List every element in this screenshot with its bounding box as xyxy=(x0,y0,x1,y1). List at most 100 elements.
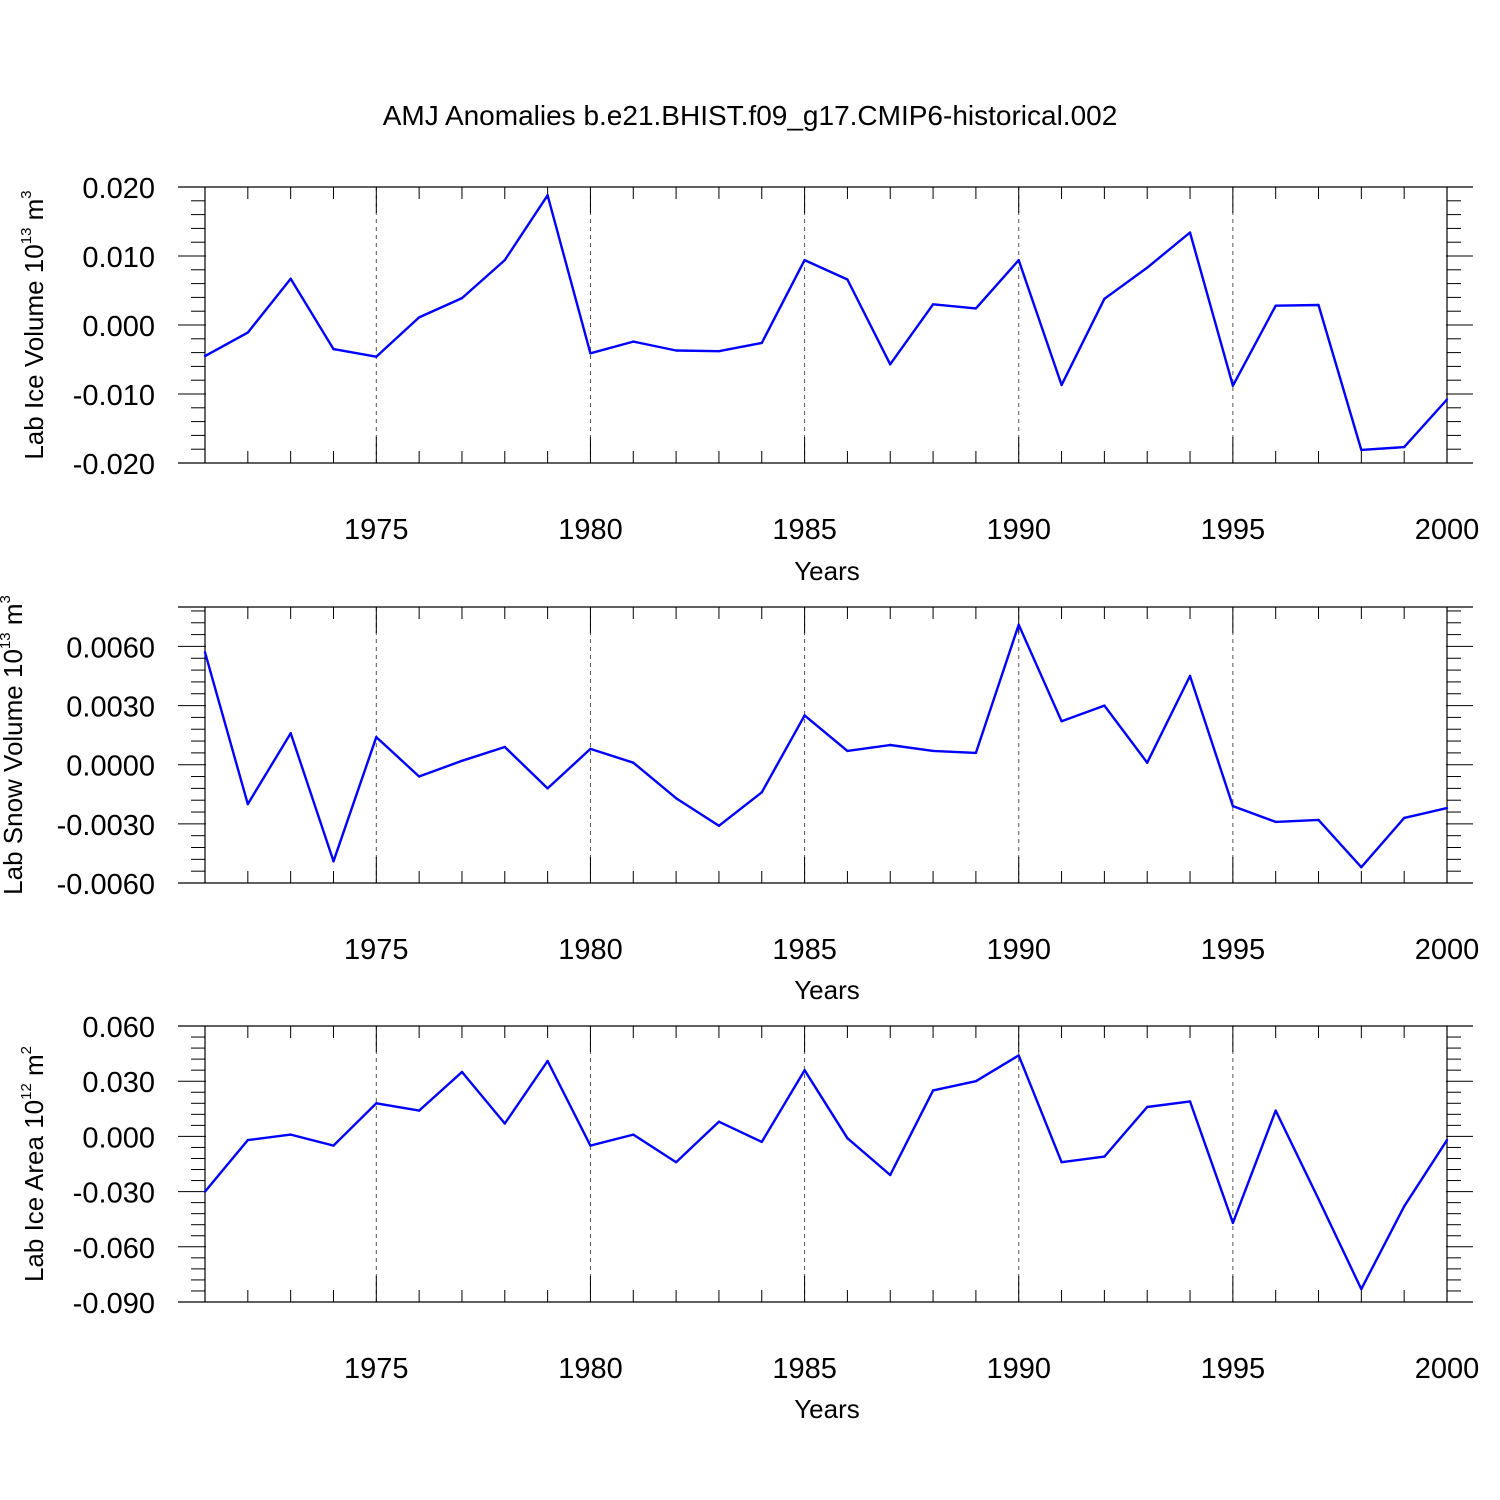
x-tick-label: 2000 xyxy=(1415,934,1480,966)
x-tick-label: 1980 xyxy=(558,514,623,546)
y-tick-label: 0.000 xyxy=(82,311,155,343)
data-point xyxy=(632,340,635,343)
data-point xyxy=(803,714,806,717)
data-point xyxy=(1146,1105,1149,1109)
data-point xyxy=(417,1109,421,1112)
data-point xyxy=(289,1133,292,1136)
data-point xyxy=(803,258,806,262)
data-point xyxy=(1188,674,1192,678)
data-point xyxy=(1188,231,1192,234)
y-tick-label: 0.0030 xyxy=(66,692,155,724)
x-tick-label: 1980 xyxy=(558,934,623,966)
data-point xyxy=(846,749,849,753)
data-point xyxy=(375,735,378,739)
x-tick-label: 1980 xyxy=(558,1353,623,1385)
data-point xyxy=(1360,1287,1363,1291)
x-tick-label: 1985 xyxy=(772,934,837,966)
data-point xyxy=(332,347,335,351)
series-line xyxy=(204,194,1448,452)
y-tick-label: 0.030 xyxy=(82,1067,155,1099)
data-point xyxy=(632,1133,635,1136)
data-point xyxy=(332,860,335,863)
data-point xyxy=(589,747,592,751)
data-point xyxy=(717,1120,721,1123)
data-point xyxy=(417,775,421,778)
data-point xyxy=(1060,1160,1063,1164)
y-tick-label: 0.010 xyxy=(82,242,155,274)
x-tick-label: 1990 xyxy=(986,514,1051,546)
data-point xyxy=(546,787,549,790)
data-point xyxy=(846,1137,849,1140)
y-tick-label: 0.000 xyxy=(82,1122,155,1154)
panel-snow-volume: 1975 1980 1985 1990 1995 2000 -0.0060 -0.0030 0.… xyxy=(0,595,1479,1005)
y-tick-label: -0.090 xyxy=(73,1288,155,1320)
y-tick-label: -0.0060 xyxy=(57,869,155,901)
x-tick-label: 2000 xyxy=(1415,1353,1480,1385)
data-point xyxy=(632,761,635,764)
data-point xyxy=(931,749,935,753)
y-tick-label: 0.0060 xyxy=(66,632,155,664)
data-point xyxy=(1103,297,1106,300)
data-point xyxy=(1231,384,1235,387)
x-tick-label: 1995 xyxy=(1201,934,1266,966)
data-point xyxy=(417,316,421,319)
data-point xyxy=(760,1140,763,1144)
data-point xyxy=(246,1138,250,1142)
data-point xyxy=(203,354,207,358)
data-point xyxy=(974,307,978,310)
data-point xyxy=(931,1089,935,1092)
data-point xyxy=(460,296,464,300)
data-point xyxy=(1402,816,1406,820)
data-point xyxy=(1103,1155,1106,1158)
data-point xyxy=(931,303,935,306)
data-point xyxy=(1274,1109,1277,1112)
y-axis-label: Lab Ice Volume 1013 m3 xyxy=(18,190,49,459)
data-point xyxy=(1274,820,1277,824)
data-point xyxy=(1146,266,1149,269)
x-tick-label: 1990 xyxy=(986,1353,1051,1385)
panel-ice-area: 1975 1980 1985 1990 1995 2000 -0.090 -0.060 -0.0… xyxy=(18,1012,1479,1424)
x-axis-label: Years xyxy=(794,556,860,586)
data-point xyxy=(246,331,250,334)
data-point xyxy=(546,194,549,197)
y-axis-label: Lab Snow Volume 1013 m3 xyxy=(0,595,28,895)
data-point xyxy=(803,1068,806,1072)
x-tick-label: 1995 xyxy=(1201,1353,1266,1385)
data-point xyxy=(589,1144,592,1147)
y-axis-label: Lab Ice Area 1012 m2 xyxy=(18,1046,49,1282)
x-tick-label: 1995 xyxy=(1201,514,1266,546)
data-point xyxy=(1231,1221,1235,1225)
y-tick-label: -0.020 xyxy=(73,449,155,481)
x-tick-label: 1975 xyxy=(344,934,409,966)
data-point xyxy=(503,745,506,749)
data-point xyxy=(203,651,207,654)
data-point xyxy=(1360,448,1363,452)
data-point xyxy=(674,349,678,352)
data-point xyxy=(717,824,721,828)
data-point xyxy=(460,759,464,762)
data-point xyxy=(289,277,292,280)
y-tick-label: 0.020 xyxy=(82,173,155,205)
x-tick-label: 1990 xyxy=(986,934,1051,966)
data-point xyxy=(674,1160,678,1164)
x-tick-label: 1985 xyxy=(772,514,837,546)
y-tick-label: 0.060 xyxy=(82,1012,155,1044)
x-tick-label: 1985 xyxy=(772,1353,837,1385)
data-point xyxy=(1017,1054,1020,1057)
x-axis-label: Years xyxy=(794,975,860,1005)
data-point xyxy=(1188,1100,1192,1103)
y-tick-label: -0.0030 xyxy=(57,810,155,842)
data-point xyxy=(846,278,849,281)
y-tick-label: -0.030 xyxy=(73,1178,155,1210)
chart-title: AMJ Anomalies b.e21.BHIST.f09_g17.CMIP6-… xyxy=(383,100,1118,131)
data-point xyxy=(1103,704,1106,707)
data-point xyxy=(332,1144,335,1147)
data-point xyxy=(1402,1205,1406,1208)
x-tick-label: 1975 xyxy=(344,514,409,546)
data-point xyxy=(760,791,763,794)
data-point xyxy=(1445,1138,1449,1142)
data-point xyxy=(1317,818,1320,822)
data-point xyxy=(589,352,592,355)
series-line xyxy=(203,623,1448,869)
